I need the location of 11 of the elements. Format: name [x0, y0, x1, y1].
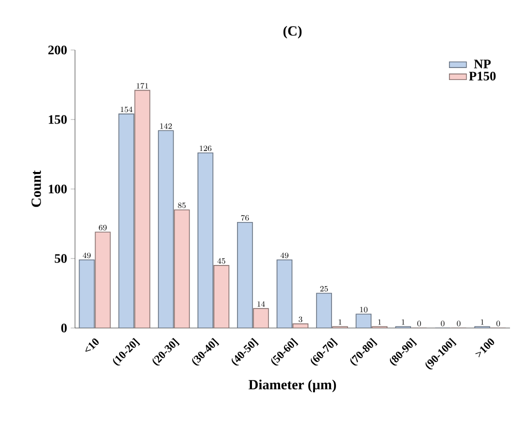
- x-axis-title: Diameter (µm): [248, 380, 336, 392]
- legend-label: NP: [474, 60, 491, 68]
- legend-label: P150: [469, 72, 496, 80]
- y-tick-label: 0: [61, 324, 67, 332]
- chart-title: (C): [283, 26, 302, 38]
- x-tick-label: <10: [85, 338, 99, 352]
- y-tick-label: 100: [48, 184, 67, 194]
- y-tick-label: 50: [54, 254, 67, 263]
- y-tick-label: 200: [48, 46, 67, 54]
- y-tick-label: 150: [48, 115, 67, 124]
- y-axis-title: Count: [32, 170, 41, 207]
